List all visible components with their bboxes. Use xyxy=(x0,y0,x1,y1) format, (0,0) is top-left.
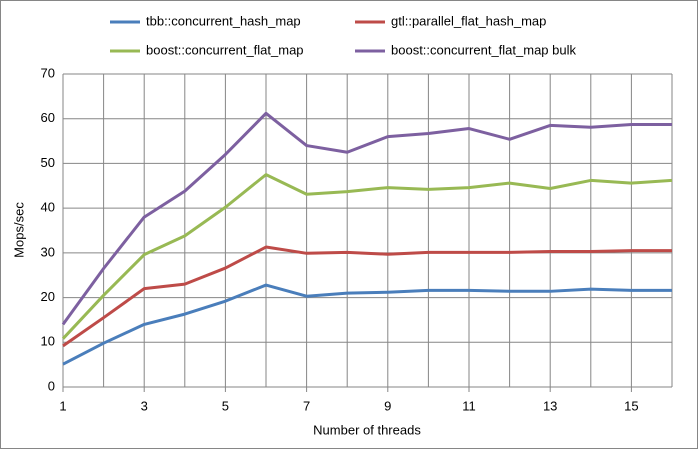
x-tick-label: 3 xyxy=(141,398,148,413)
y-tick-label: 70 xyxy=(41,65,55,80)
y-tick-label: 40 xyxy=(41,200,55,215)
line-series xyxy=(61,111,672,326)
x-tick-label: 7 xyxy=(303,398,310,413)
x-tick-label: 15 xyxy=(624,398,638,413)
legend-label: boost::concurrent_flat_map xyxy=(146,42,304,57)
y-tick-label: 50 xyxy=(41,155,55,170)
x-tick-label: 5 xyxy=(222,398,229,413)
y-tick-label: 60 xyxy=(41,110,55,125)
x-tick-label: 11 xyxy=(462,398,476,413)
legend-label: gtl::parallel_flat_hash_map xyxy=(391,13,546,28)
x-tick-label: 1 xyxy=(59,398,66,413)
y-tick-label: 20 xyxy=(41,289,55,304)
legend-label: tbb::concurrent_hash_map xyxy=(146,13,301,28)
x-tick-label: 9 xyxy=(384,398,391,413)
line-series xyxy=(62,283,672,366)
x-tick-label: 13 xyxy=(543,398,557,413)
y-tick-label: 0 xyxy=(48,378,55,393)
line-series xyxy=(61,173,673,340)
y-tick-label: 30 xyxy=(41,244,55,259)
line-series xyxy=(62,245,672,348)
legend-label: boost::concurrent_flat_map bulk xyxy=(391,42,576,57)
y-axis-label: Mops/sec xyxy=(11,202,26,258)
x-axis-label: Number of threads xyxy=(313,422,421,437)
y-tick-label: 10 xyxy=(41,334,55,349)
